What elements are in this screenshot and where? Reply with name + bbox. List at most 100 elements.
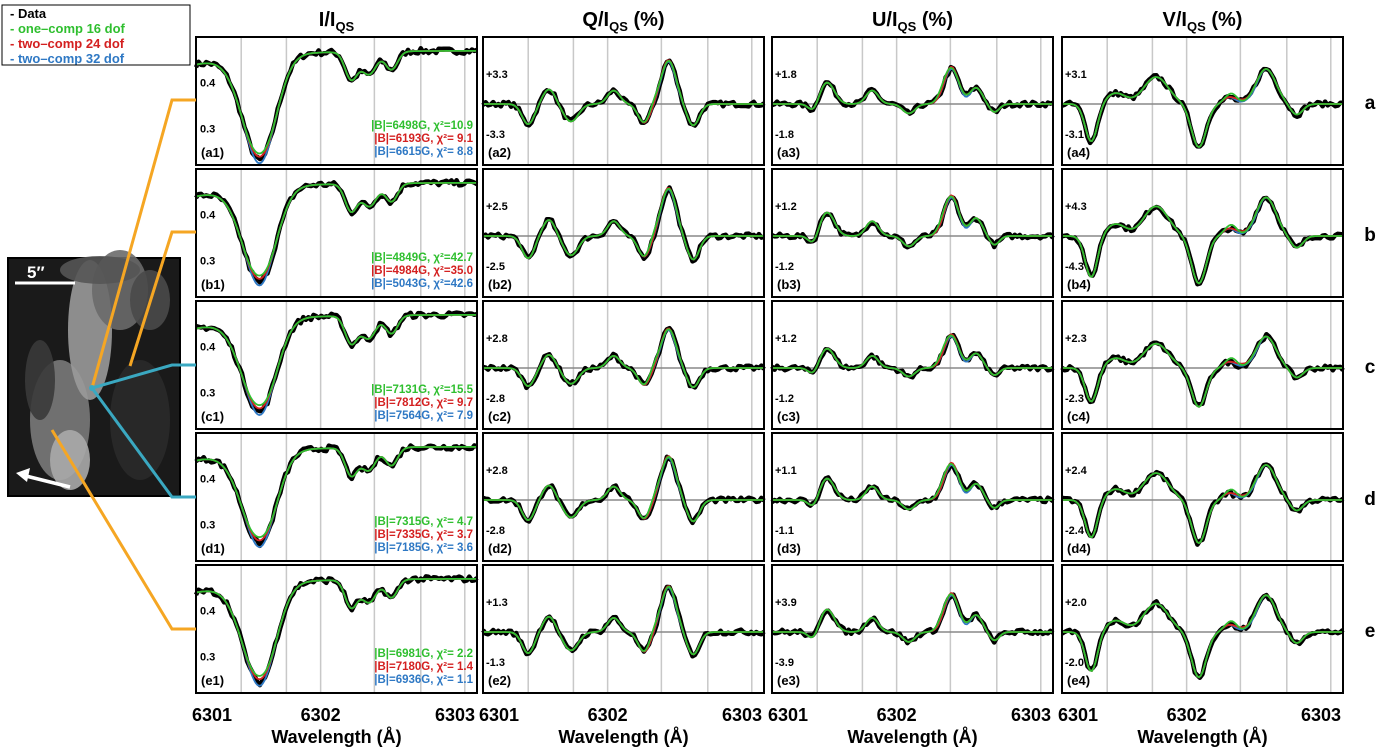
y-tick-label: 0.4 bbox=[200, 78, 216, 90]
fit-annotation: |B|=6498G, χ²=10.9 bbox=[371, 120, 473, 132]
fit-annotation: |B|=7335G, χ²= 3.7 bbox=[374, 529, 473, 541]
panel-frame bbox=[1061, 432, 1344, 562]
two32-fit-series bbox=[483, 60, 764, 127]
y-tick-label: -4.3 bbox=[1065, 261, 1084, 273]
one-fit-series bbox=[1062, 594, 1343, 679]
panel-a2: +3.3 -3.3 (a2) bbox=[481, 36, 766, 166]
column-title: Q/IQS (%) bbox=[582, 9, 664, 34]
panel-label: (a2) bbox=[488, 145, 511, 160]
panel-label: (d3) bbox=[777, 541, 801, 556]
y-tick-label: -3.9 bbox=[775, 657, 794, 669]
one-fit-series bbox=[195, 578, 477, 677]
y-tick-label: 0.4 bbox=[200, 210, 216, 222]
two32-fit-series bbox=[483, 586, 764, 656]
data-series bbox=[1061, 66, 1343, 149]
panel-e4: +2.0 -2.0 (e4) bbox=[1060, 564, 1345, 694]
x-tick-label: 6301 bbox=[192, 705, 232, 725]
y-tick-label: +2.4 bbox=[1065, 465, 1088, 477]
panel-frame bbox=[482, 300, 765, 430]
y-tick-label: +1.3 bbox=[486, 597, 508, 609]
panel-label: (b3) bbox=[777, 277, 801, 292]
legend-entry: - one–comp 16 dof bbox=[10, 21, 126, 36]
fit-annotation: |B|=7180G, χ²= 1.4 bbox=[374, 661, 473, 673]
panel-b1: 0.4 0.3 (b1) |B|=4849G, χ²=42.7|B|=4984G, χ… bbox=[194, 168, 479, 298]
panel-label: (b1) bbox=[201, 277, 225, 292]
panel-frame bbox=[771, 168, 1054, 298]
panel-c4: +2.3 -2.3 (c4) bbox=[1060, 300, 1345, 430]
y-tick-label: -1.2 bbox=[775, 261, 794, 273]
one-fit-series bbox=[1062, 335, 1343, 408]
connector-line bbox=[90, 387, 196, 499]
one-fit-series bbox=[483, 187, 764, 261]
x-axis-label: Wavelength (Å) bbox=[271, 727, 401, 747]
row-label: a bbox=[1365, 93, 1376, 114]
y-tick-label: 0.3 bbox=[200, 255, 215, 267]
connector-line bbox=[90, 98, 196, 389]
x-tick-label: 6303 bbox=[1011, 705, 1051, 725]
panel-a4: +3.1 -3.1 (a4) bbox=[1061, 36, 1344, 166]
panel-label: (e2) bbox=[488, 673, 511, 688]
panel-label: (c3) bbox=[777, 409, 800, 424]
fit-annotation: |B|=6936G, χ²= 1.1 bbox=[374, 674, 473, 686]
y-tick-label: +2.8 bbox=[486, 333, 508, 345]
x-tick-label: 6303 bbox=[1301, 705, 1341, 725]
scale-bar-label: 5′′ bbox=[27, 263, 45, 282]
fit-annotation: |B|=6193G, χ²= 9.1 bbox=[374, 133, 473, 145]
x-tick-label: 6301 bbox=[1058, 705, 1098, 725]
panel-frame bbox=[771, 564, 1054, 694]
one-fit-series bbox=[195, 182, 477, 277]
row-label: e bbox=[1365, 621, 1376, 642]
one-fit-series bbox=[195, 446, 477, 539]
y-tick-label: +1.8 bbox=[775, 69, 797, 81]
one-fit-series bbox=[772, 66, 1053, 115]
legend-box bbox=[1, 4, 191, 66]
y-tick-label: -3.1 bbox=[1065, 129, 1084, 141]
y-tick-label: 0.4 bbox=[200, 606, 216, 618]
x-tick-label: 6302 bbox=[1167, 705, 1207, 725]
fit-annotation: |B|=5043G, χ²=42.6 bbox=[371, 278, 473, 290]
legend-entry: - Data bbox=[10, 6, 47, 21]
panel-b2: +2.5 -2.5 (b2) bbox=[482, 168, 765, 298]
fit-annotation: |B|=6615G, χ²= 8.8 bbox=[374, 146, 473, 158]
y-tick-label: +3.1 bbox=[1065, 69, 1087, 81]
panel-frame bbox=[1061, 300, 1344, 430]
fit-annotation: |B|=4984G, χ²=35.0 bbox=[371, 265, 473, 277]
one-fit-series bbox=[1062, 463, 1343, 545]
arrow-head-icon bbox=[16, 468, 30, 482]
y-tick-label: 0.3 bbox=[200, 123, 215, 135]
y-tick-label: -1.1 bbox=[775, 525, 794, 537]
y-tick-label: -2.4 bbox=[1065, 525, 1085, 537]
panel-c2: +2.8 -2.8 (c2) bbox=[482, 300, 766, 430]
panel-frame bbox=[771, 300, 1054, 430]
data-series bbox=[1060, 331, 1345, 407]
one-fit-series bbox=[195, 314, 477, 407]
x-tick-label: 6303 bbox=[722, 705, 762, 725]
y-tick-label: +3.9 bbox=[775, 597, 797, 609]
legend-entry: - two–comp 32 dof bbox=[10, 51, 125, 66]
panel-label: (d1) bbox=[201, 541, 225, 556]
y-tick-label: 0.3 bbox=[200, 651, 215, 663]
y-tick-label: -2.3 bbox=[1065, 393, 1084, 405]
panel-frame bbox=[482, 432, 765, 562]
fit-annotation: |B|=4849G, χ²=42.7 bbox=[371, 252, 473, 264]
one-fit-series bbox=[483, 328, 764, 389]
one-fit-series bbox=[1062, 196, 1343, 285]
panel-frame bbox=[482, 168, 765, 298]
panel-label: (b2) bbox=[488, 277, 512, 292]
y-tick-label: +4.3 bbox=[1065, 201, 1087, 213]
panel-e2: +1.3 -1.3 (e2) bbox=[481, 564, 766, 694]
data-series bbox=[481, 584, 766, 659]
panel-d3: +1.1 -1.1 (d3) bbox=[770, 432, 1055, 562]
one-fit-series bbox=[772, 593, 1053, 643]
panel-label: (c4) bbox=[1067, 409, 1090, 424]
y-tick-label: 0.4 bbox=[200, 342, 216, 354]
panel-e1: 0.4 0.3 (e1) |B|=6981G, χ²= 2.2|B|=7180G, χ… bbox=[193, 564, 479, 694]
y-tick-label: -1.2 bbox=[775, 393, 794, 405]
y-tick-label: 0.4 bbox=[200, 474, 216, 486]
data-series bbox=[481, 58, 766, 128]
y-tick-label: -2.8 bbox=[486, 393, 505, 405]
panel-a1: 0.4 0.3 (a1) |B|=6498G, χ²=10.9|B|=6193G, χ… bbox=[193, 36, 478, 166]
one-fit-series bbox=[483, 455, 764, 523]
one-fit-series bbox=[772, 195, 1053, 248]
